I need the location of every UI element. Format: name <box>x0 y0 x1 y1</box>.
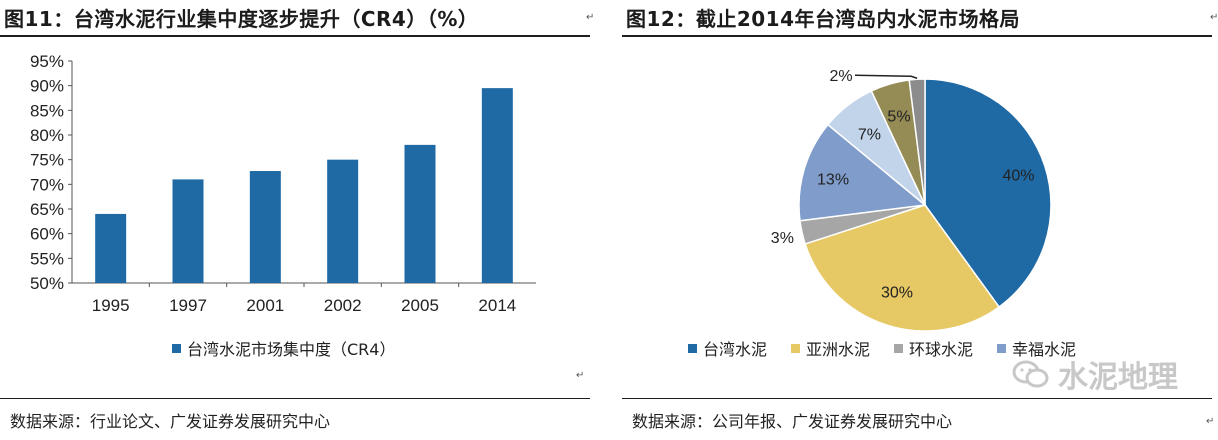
bar-chart-source: 数据来源：行业论文、广发证券发展研究中心 <box>10 412 331 431</box>
bar-2005 <box>404 144 436 283</box>
bar-1995 <box>95 213 127 283</box>
pie-data-label: 2% <box>829 68 852 85</box>
y-tick-label: 95% <box>30 52 64 71</box>
y-tick-label: 55% <box>30 249 64 268</box>
left-chart-panel: 图11：台湾水泥行业集中度逐步提升（CR4）（%） 50% 55% 60% 65% 70… <box>0 0 600 440</box>
legend-label: 台湾水泥 <box>703 340 768 359</box>
pie-chart-source: 数据来源：公司年报、广发证券发展研究中心 <box>632 412 953 431</box>
pie-data-label: 40% <box>1002 168 1034 185</box>
legend-label: 幸福水泥 <box>1012 340 1077 359</box>
bar-chart: 50% 55% 60% 65% 70% 75% 80% 85% 90% 95% 1995 1997 20… <box>30 52 536 315</box>
pie-data-label: 3% <box>771 230 794 247</box>
bar-2014 <box>481 88 513 283</box>
bar-1997 <box>172 179 204 283</box>
pie-legend: 台湾水泥 亚洲水泥 环球水泥 幸福水泥 <box>688 336 1076 360</box>
pie-slice-4 <box>798 123 927 222</box>
return-mark-icon: ↵ <box>586 12 595 23</box>
bar-legend: 台湾水泥市场集中度（CR4） <box>172 336 395 360</box>
legend-item-2: 亚洲水泥 <box>791 336 870 360</box>
pie-data-label: 7% <box>858 126 881 143</box>
pie-slice-7 <box>908 78 926 206</box>
legend-swatch-cr4 <box>172 343 181 353</box>
x-tick-label: 2014 <box>478 296 516 315</box>
y-tick-label: 80% <box>30 126 64 145</box>
pie-data-label: 13% <box>817 171 849 188</box>
legend-swatch <box>997 343 1007 353</box>
legend-swatch <box>791 343 801 353</box>
footer-divider <box>622 398 1212 399</box>
legend-label: 环球水泥 <box>909 340 974 359</box>
pie-slice-2 <box>804 204 1001 332</box>
y-tick-label: 90% <box>30 77 64 96</box>
x-tick-label: 1995 <box>92 296 130 315</box>
pie-slice-1 <box>924 78 1052 308</box>
y-tick-label: 70% <box>30 175 64 194</box>
pie-chart: 40% 30% 3% 13% 7% 5% 2% <box>771 68 1052 332</box>
legend-swatch <box>894 343 904 353</box>
legend-label-cr4: 台湾水泥市场集中度（CR4） <box>187 340 396 359</box>
title-divider <box>0 35 590 37</box>
bar-chart-title: 图11：台湾水泥行业集中度逐步提升（CR4）（%） <box>4 7 479 31</box>
legend-swatch <box>688 343 697 353</box>
legend-item-4: 幸福水泥 <box>997 336 1076 360</box>
x-tick-label: 2001 <box>246 296 284 315</box>
pie-data-label: 5% <box>887 108 910 125</box>
return-mark-icon: ↵ <box>1210 12 1218 23</box>
x-tick-label: 2002 <box>324 296 362 315</box>
bar-2002 <box>327 159 359 283</box>
bar-2001 <box>249 171 281 283</box>
y-tick-label: 85% <box>30 101 64 120</box>
right-chart-panel: 图12：截止2014年台湾岛内水泥市场格局 40% 30% 3% 13% 7% 5% 2% … <box>622 0 1218 440</box>
title-divider <box>622 35 1212 37</box>
y-tick-label: 50% <box>30 274 64 293</box>
legend-label: 亚洲水泥 <box>806 340 871 359</box>
y-tick-label: 75% <box>30 151 64 170</box>
footer-divider <box>0 398 590 399</box>
y-tick-label: 60% <box>30 225 64 244</box>
wechat-icon <box>1012 360 1049 388</box>
pie-data-label: 30% <box>881 284 913 301</box>
return-mark-icon: ↵ <box>1206 416 1215 427</box>
watermark: 水泥地理 <box>1012 352 1178 396</box>
legend-item-1: 台湾水泥 <box>688 336 767 360</box>
watermark-text: 水泥地理 <box>1058 360 1178 395</box>
x-tick-label: 2005 <box>401 296 439 315</box>
pie-chart-title: 图12：截止2014年台湾岛内水泥市场格局 <box>626 7 1020 31</box>
legend-item-3: 环球水泥 <box>894 336 973 360</box>
leader-line <box>854 74 918 79</box>
x-tick-label: 1997 <box>169 296 207 315</box>
return-mark-icon: ↵ <box>576 370 585 381</box>
y-tick-label: 65% <box>30 200 64 219</box>
